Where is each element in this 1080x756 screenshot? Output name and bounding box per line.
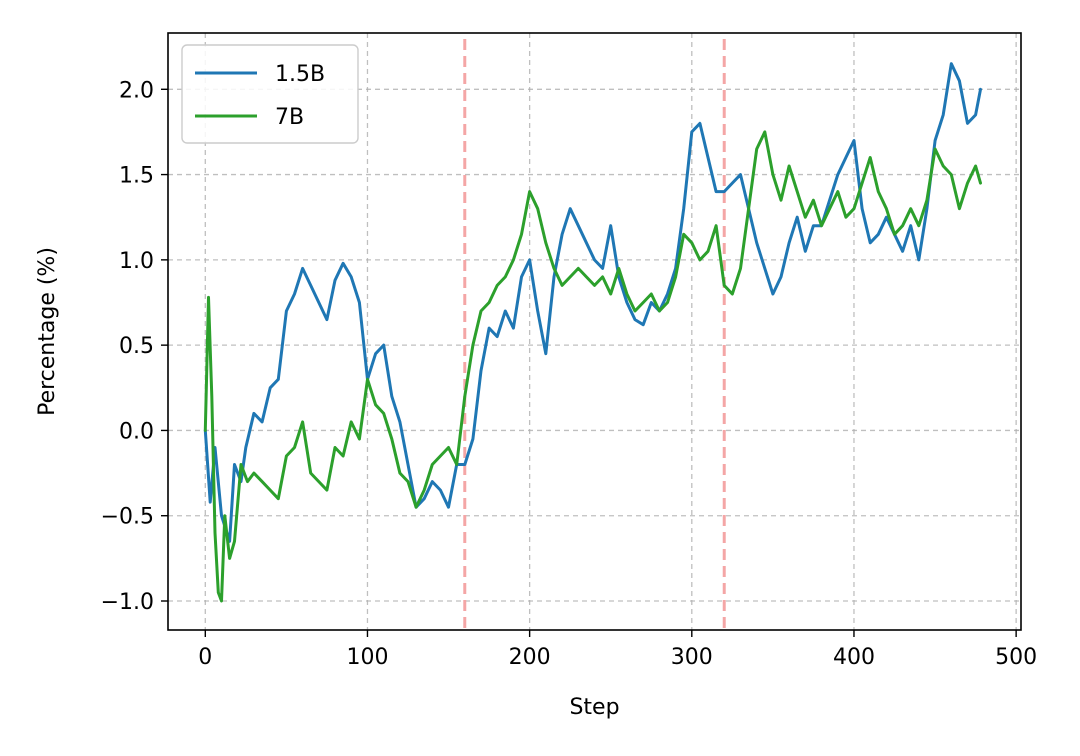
axis-ticks: 0 100 200 300 400 500 −1.0 −0.5 0.0 0.5 1.0 1.5 2.0: [101, 78, 1038, 670]
x-tick-label: 200: [509, 645, 551, 670]
x-tick-label: 0: [198, 645, 212, 670]
y-tick-label: 1.5: [119, 164, 154, 189]
vertical-markers: [463, 39, 726, 630]
x-axis-label: Step: [569, 695, 619, 720]
y-tick-label: −1.0: [101, 590, 154, 615]
y-tick-label: 1.0: [119, 249, 154, 274]
grid: [168, 33, 1021, 630]
y-tick-label: 0.5: [119, 334, 154, 359]
series-line-7b: [203, 130, 982, 603]
x-tick-label: 100: [346, 645, 388, 670]
legend-box: [181, 44, 359, 144]
y-tick-label: 0.0: [119, 419, 154, 444]
legend-label: 1.5B: [275, 62, 325, 87]
x-tick-label: 300: [671, 645, 713, 670]
x-tick-label: 500: [995, 645, 1037, 670]
y-tick-label: −0.5: [101, 505, 154, 530]
y-tick-label: 2.0: [119, 78, 154, 103]
x-tick-label: 400: [833, 645, 875, 670]
plot-frame: [167, 32, 1022, 631]
legend-label: 7B: [275, 105, 304, 130]
y-axis-label: Percentage (%): [35, 247, 60, 416]
series-lines: [203, 62, 982, 603]
legend: 1.5B 7B: [181, 44, 359, 144]
series-line-1-5b: [203, 62, 982, 543]
